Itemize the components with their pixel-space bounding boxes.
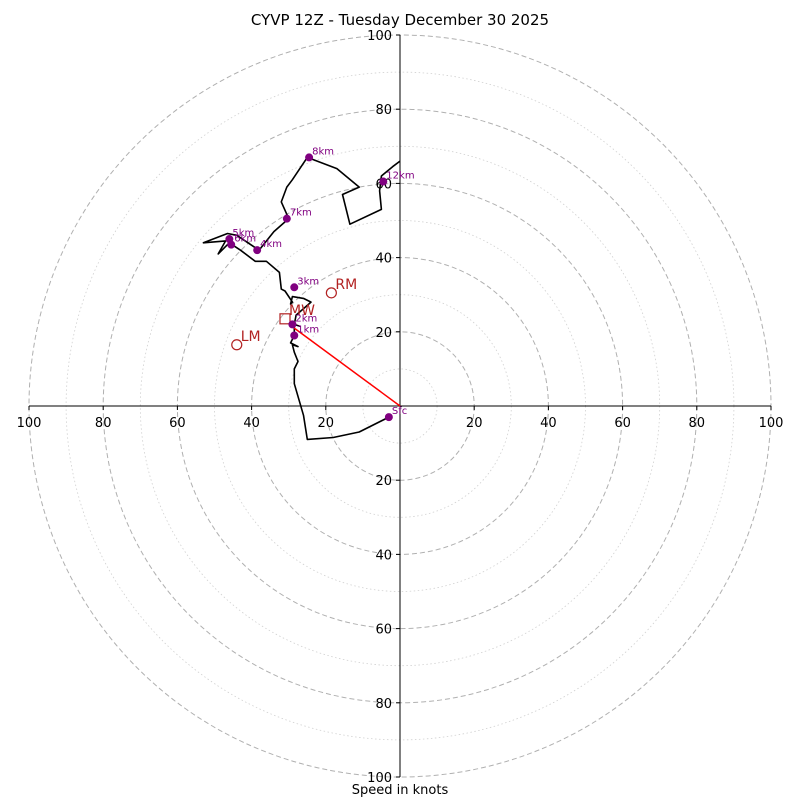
y-tick-label: 100 [367,29,392,44]
height-label-8km: 8km [312,146,334,157]
y-tick-label: 40 [375,252,392,267]
x-tick-label: 80 [689,416,706,431]
y-tick-label: 40 [375,548,392,563]
height-label-6km: 6km [234,234,256,245]
chart-title: CYVP 12Z - Tuesday December 30 2025 [250,11,550,29]
x-tick-label: 100 [17,416,42,431]
tick-labels: 1008060402020406080100202040406060808010… [17,29,784,786]
x-tick-label: 20 [466,416,483,431]
height-marker-sfc [384,413,393,422]
x-axis-label: Speed in knots [351,783,449,798]
x-tick-label: 60 [169,416,186,431]
height-label-1km: 1km [297,325,319,336]
x-tick-label: 80 [95,416,112,431]
hodograph-trace [202,156,401,441]
height-marker-7km [282,214,291,223]
height-marker-2km [288,320,297,329]
height-label-3km: 3km [297,276,319,287]
storm-motion-label-lm: LM [241,329,261,345]
height-label-12km: 12km [386,171,414,182]
x-tick-label: 40 [243,416,260,431]
storm-motion-label-mw: MW [289,303,315,319]
storm-motion: RM LM MW [231,277,401,407]
height-label-sfc: Sfc [392,406,407,417]
storm-motion-vector [293,327,401,407]
height-marker-8km [305,153,314,162]
y-tick-label: 100 [367,771,392,786]
height-marker-6km [227,240,236,249]
y-tick-label: 80 [375,697,392,712]
x-tick-label: 40 [540,416,557,431]
y-tick-label: 20 [375,474,392,489]
x-tick-label: 100 [759,416,784,431]
y-tick-label: 60 [375,623,392,638]
height-marker-3km [290,283,299,292]
y-tick-label: 80 [375,103,392,118]
height-marker-4km [253,246,262,255]
storm-motion-marker-lm [231,339,243,351]
storm-motion-marker-rm [325,287,337,299]
storm-motion-label-rm: RM [335,277,357,293]
height-marker-12km [379,177,388,186]
height-marker-1km [290,331,299,340]
x-tick-label: 60 [614,416,631,431]
height-label-5km: 5km [232,228,254,239]
height-label-7km: 7km [290,208,312,219]
storm-motion-marker-mw [279,313,291,325]
y-tick-label: 20 [375,326,392,341]
height-label-4km: 4km [260,239,282,250]
x-tick-label: 20 [318,416,335,431]
height-label-2km: 2km [295,313,317,324]
hodograph-line [202,156,401,441]
